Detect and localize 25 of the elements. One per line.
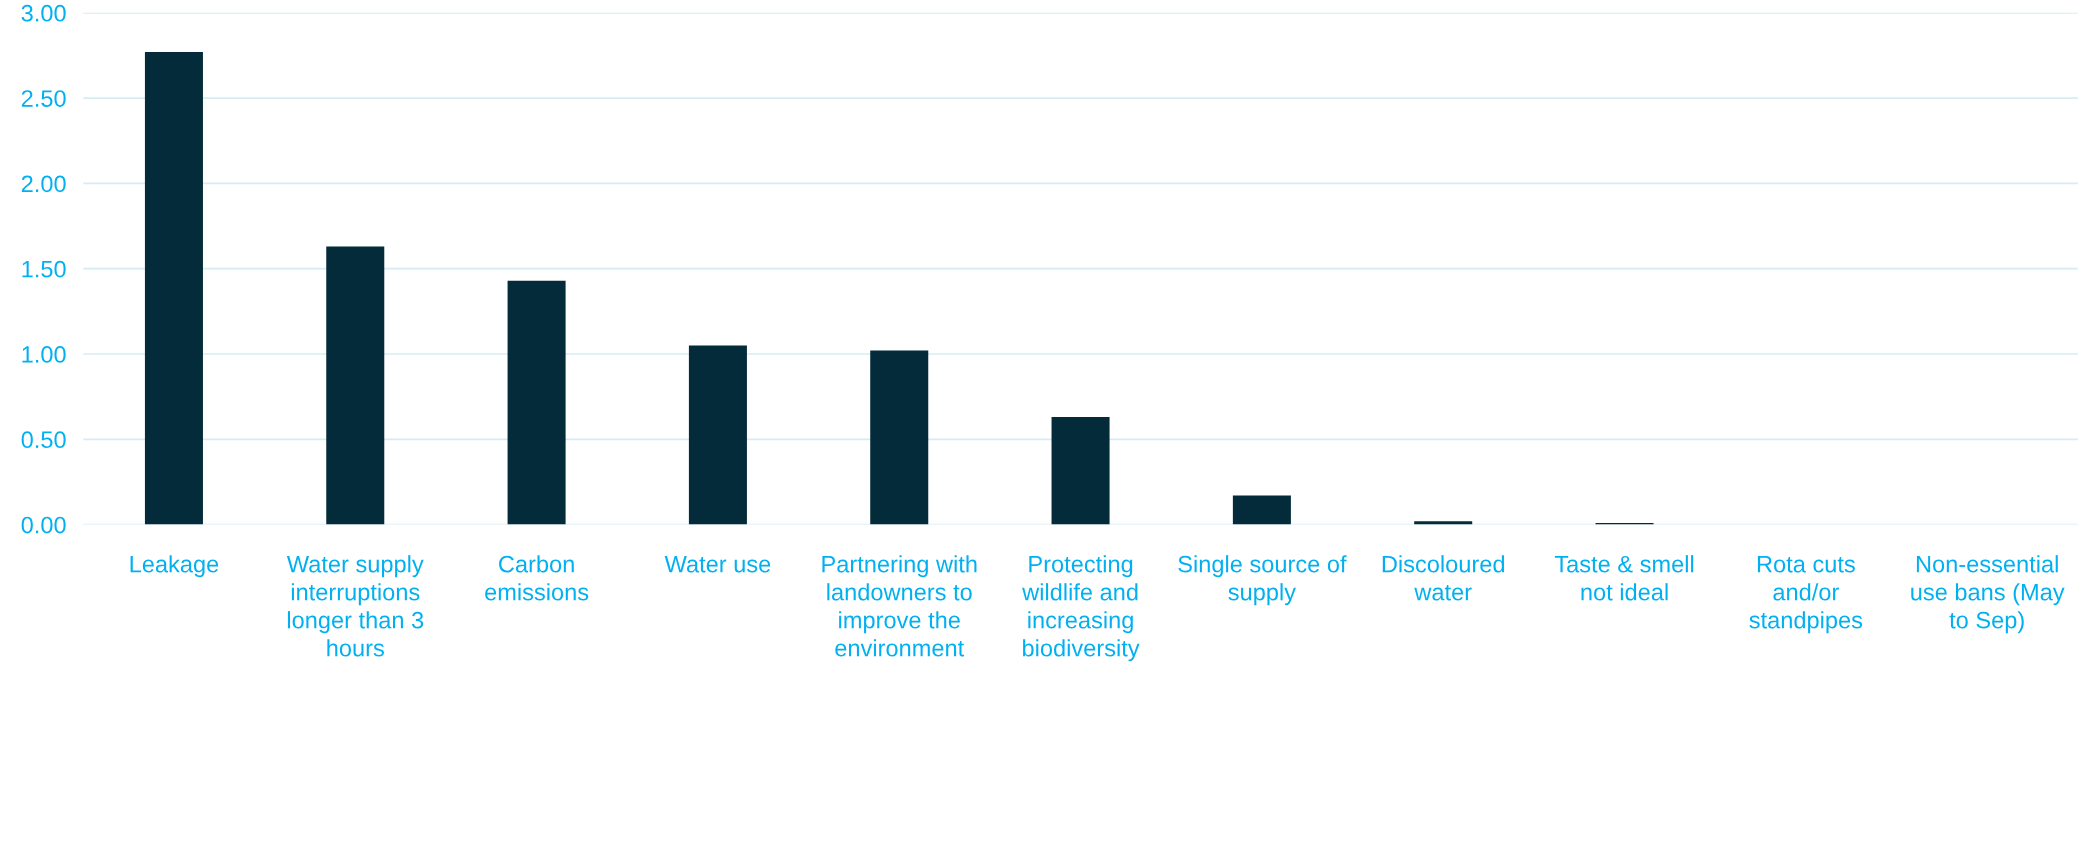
x-tick-label: Rota cuts and/or standpipes: [1749, 556, 1863, 634]
bar: [1232, 495, 1291, 525]
x-tick-label: Taste & smell not ideal: [1554, 555, 1694, 601]
x-tick-label: Protecting wildlife and increasing biodiversity: [1022, 555, 1140, 662]
y-tick-label: 0.50: [21, 431, 66, 449]
bar: [688, 345, 747, 525]
bar: [507, 280, 566, 525]
y-tick-label: 0.00: [21, 516, 66, 534]
y-tick-label: 3.00: [21, 4, 66, 22]
bar: [870, 350, 929, 525]
x-tick-label: Carbon emissions: [485, 555, 589, 601]
y-tick-label: 1.50: [22, 260, 66, 278]
x-tick-label: Discoloured water: [1382, 555, 1505, 601]
x-tick-label: Water supply interruptions longer than 3 hours: [286, 555, 424, 657]
bar: [144, 52, 203, 525]
bar: [326, 246, 385, 525]
x-tick-label: Partnering with landowners to improve the environment: [822, 555, 977, 657]
y-tick-label: 2.00: [21, 175, 66, 193]
x-tick-label: Leakage: [130, 555, 219, 578]
x-tick-label: Single source of supply: [1178, 555, 1347, 606]
y-tick-label: 2.50: [21, 90, 66, 107]
x-tick-label: Water use: [664, 556, 771, 573]
y-tick-label: 1.00: [22, 346, 66, 363]
bar: [1051, 417, 1110, 525]
x-tick-label: Non-essential use bans (May to Sep): [1911, 555, 2065, 634]
